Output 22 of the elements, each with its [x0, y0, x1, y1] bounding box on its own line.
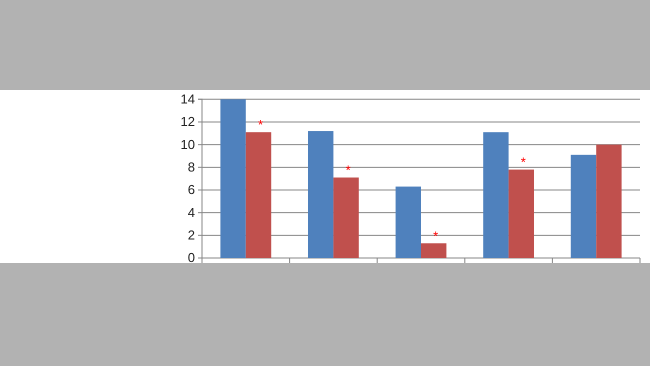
- y-tick-label: 12: [180, 114, 195, 130]
- annotation: *: [346, 162, 351, 178]
- bar: [596, 144, 622, 258]
- annotation: *: [433, 228, 438, 244]
- y-tick-label: 4: [188, 204, 195, 220]
- y-tick-label: 10: [180, 136, 195, 152]
- bar: [508, 170, 534, 258]
- annotation: *: [520, 154, 526, 170]
- bar: [246, 132, 272, 258]
- bar: [308, 131, 334, 258]
- bar: [483, 132, 509, 258]
- y-tick-label: 6: [188, 182, 195, 198]
- annotation: *: [258, 117, 264, 132]
- y-tick-label: 8: [188, 159, 195, 174]
- bar: [333, 178, 359, 258]
- y-tick-label: 2: [188, 227, 195, 242]
- bar: [570, 154, 596, 258]
- y-tick-label: 0: [188, 250, 195, 266]
- y-tick-label: 14: [180, 91, 195, 106]
- bar: [220, 99, 246, 258]
- bar: [396, 186, 421, 258]
- bar: [421, 243, 446, 258]
